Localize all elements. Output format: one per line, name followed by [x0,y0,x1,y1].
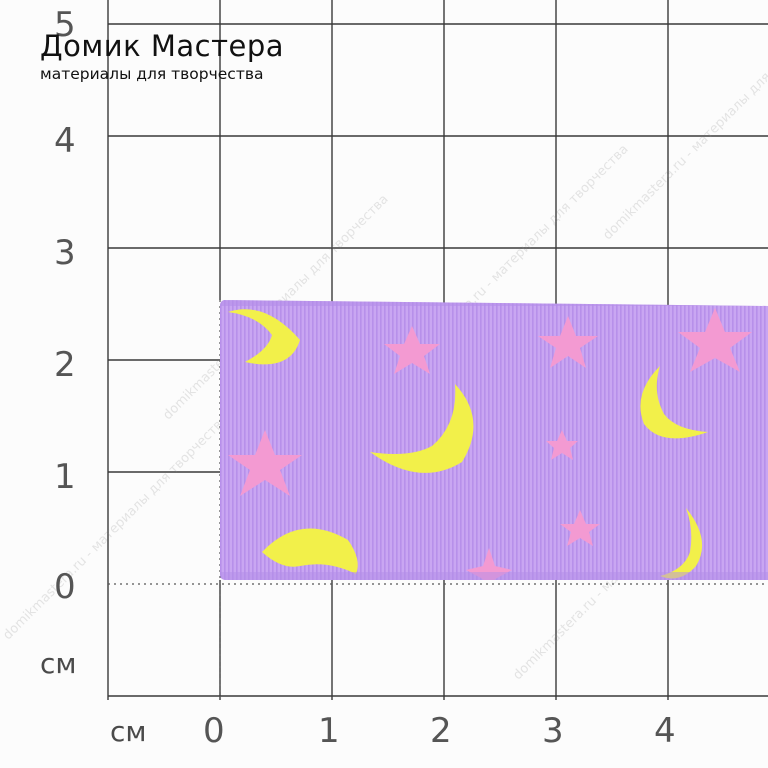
star-shape [538,316,598,368]
moon-shape [370,384,474,473]
x-tick-label: 2 [430,711,452,751]
brand-name: Домик Мастера [40,29,285,63]
y-tick-label: 0 [54,567,76,607]
y-tick-label: 5 [54,5,76,45]
moon-shape [640,366,708,439]
star-shape [228,430,302,496]
star-shape [560,510,600,546]
y-tick-label: 4 [54,121,76,161]
ribbon-moons [228,309,708,579]
brand-logo: Домик Мастера материалы для творчества [40,32,284,83]
moon-shape [262,528,358,574]
moon-shape [660,508,703,579]
star-shape [384,326,440,374]
star-shape [678,308,752,372]
y-tick-label: 2 [54,345,76,385]
brand-tagline: материалы для творчества [40,65,264,83]
x-tick-label: 1 [318,711,340,751]
star-shape [546,430,578,460]
x-tick-label: 0 [203,711,225,751]
moon-shape [228,309,300,365]
y-unit-label: см [40,647,77,680]
x-unit-label: см [110,715,147,748]
y-tick-label: 3 [54,233,76,273]
x-tick-label: 4 [654,711,676,751]
y-tick-label: 1 [54,457,76,497]
x-tick-label: 3 [542,711,564,751]
